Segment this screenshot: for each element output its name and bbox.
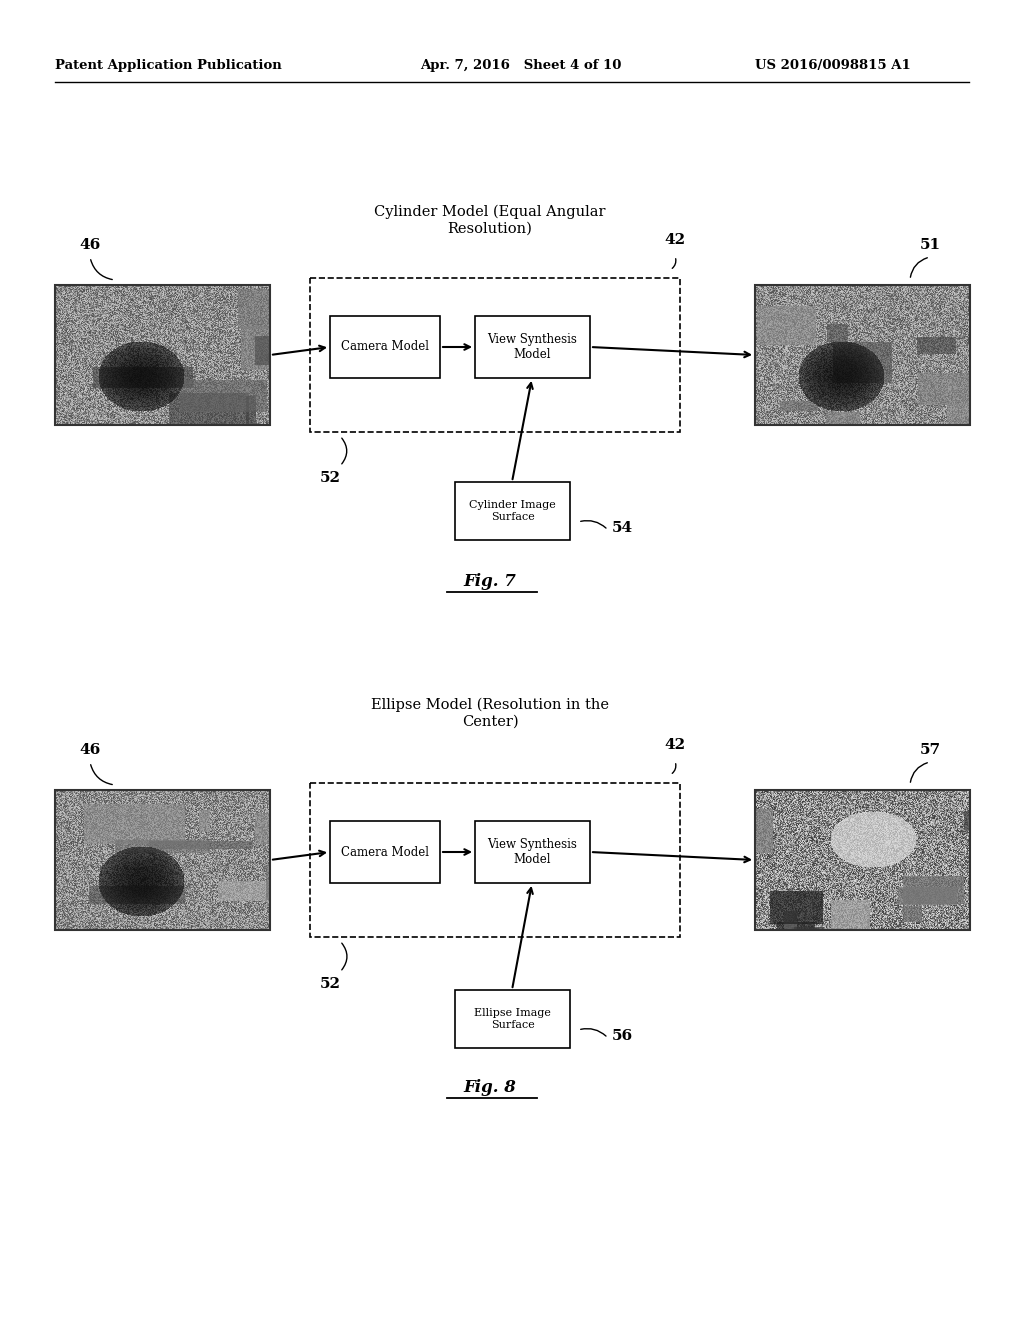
Text: View Synthesis
Model: View Synthesis Model — [487, 333, 578, 360]
Bar — [755, 285, 970, 425]
Bar — [475, 315, 590, 378]
Text: Fig. 7: Fig. 7 — [464, 573, 516, 590]
Text: Apr. 7, 2016   Sheet 4 of 10: Apr. 7, 2016 Sheet 4 of 10 — [420, 58, 622, 71]
Text: 57: 57 — [920, 743, 941, 756]
Bar — [310, 279, 680, 432]
Text: 42: 42 — [665, 738, 685, 752]
Bar — [310, 783, 680, 937]
Text: Patent Application Publication: Patent Application Publication — [55, 58, 282, 71]
Bar — [455, 990, 570, 1048]
Text: 46: 46 — [80, 238, 100, 252]
Text: Fig. 8: Fig. 8 — [464, 1080, 516, 1097]
Bar — [755, 789, 970, 931]
Text: 52: 52 — [319, 471, 341, 484]
Bar — [475, 821, 590, 883]
Text: Ellipse Image
Surface: Ellipse Image Surface — [474, 1008, 551, 1030]
Text: US 2016/0098815 A1: US 2016/0098815 A1 — [755, 58, 910, 71]
Text: Cylinder Model (Equal Angular
Resolution): Cylinder Model (Equal Angular Resolution… — [374, 205, 606, 235]
Text: 42: 42 — [665, 234, 685, 247]
Bar — [330, 315, 440, 378]
Bar — [55, 285, 270, 425]
Text: 51: 51 — [920, 238, 941, 252]
Bar — [455, 482, 570, 540]
Text: Cylinder Image
Surface: Cylinder Image Surface — [469, 500, 556, 521]
Text: 52: 52 — [319, 977, 341, 991]
Bar — [330, 821, 440, 883]
Text: 46: 46 — [80, 743, 100, 756]
Text: View Synthesis
Model: View Synthesis Model — [487, 838, 578, 866]
Text: 54: 54 — [611, 521, 633, 535]
Text: Camera Model: Camera Model — [341, 846, 429, 858]
Text: Camera Model: Camera Model — [341, 341, 429, 354]
Bar — [55, 789, 270, 931]
Text: 56: 56 — [611, 1030, 633, 1043]
Text: Ellipse Model (Resolution in the
Center): Ellipse Model (Resolution in the Center) — [371, 698, 609, 729]
